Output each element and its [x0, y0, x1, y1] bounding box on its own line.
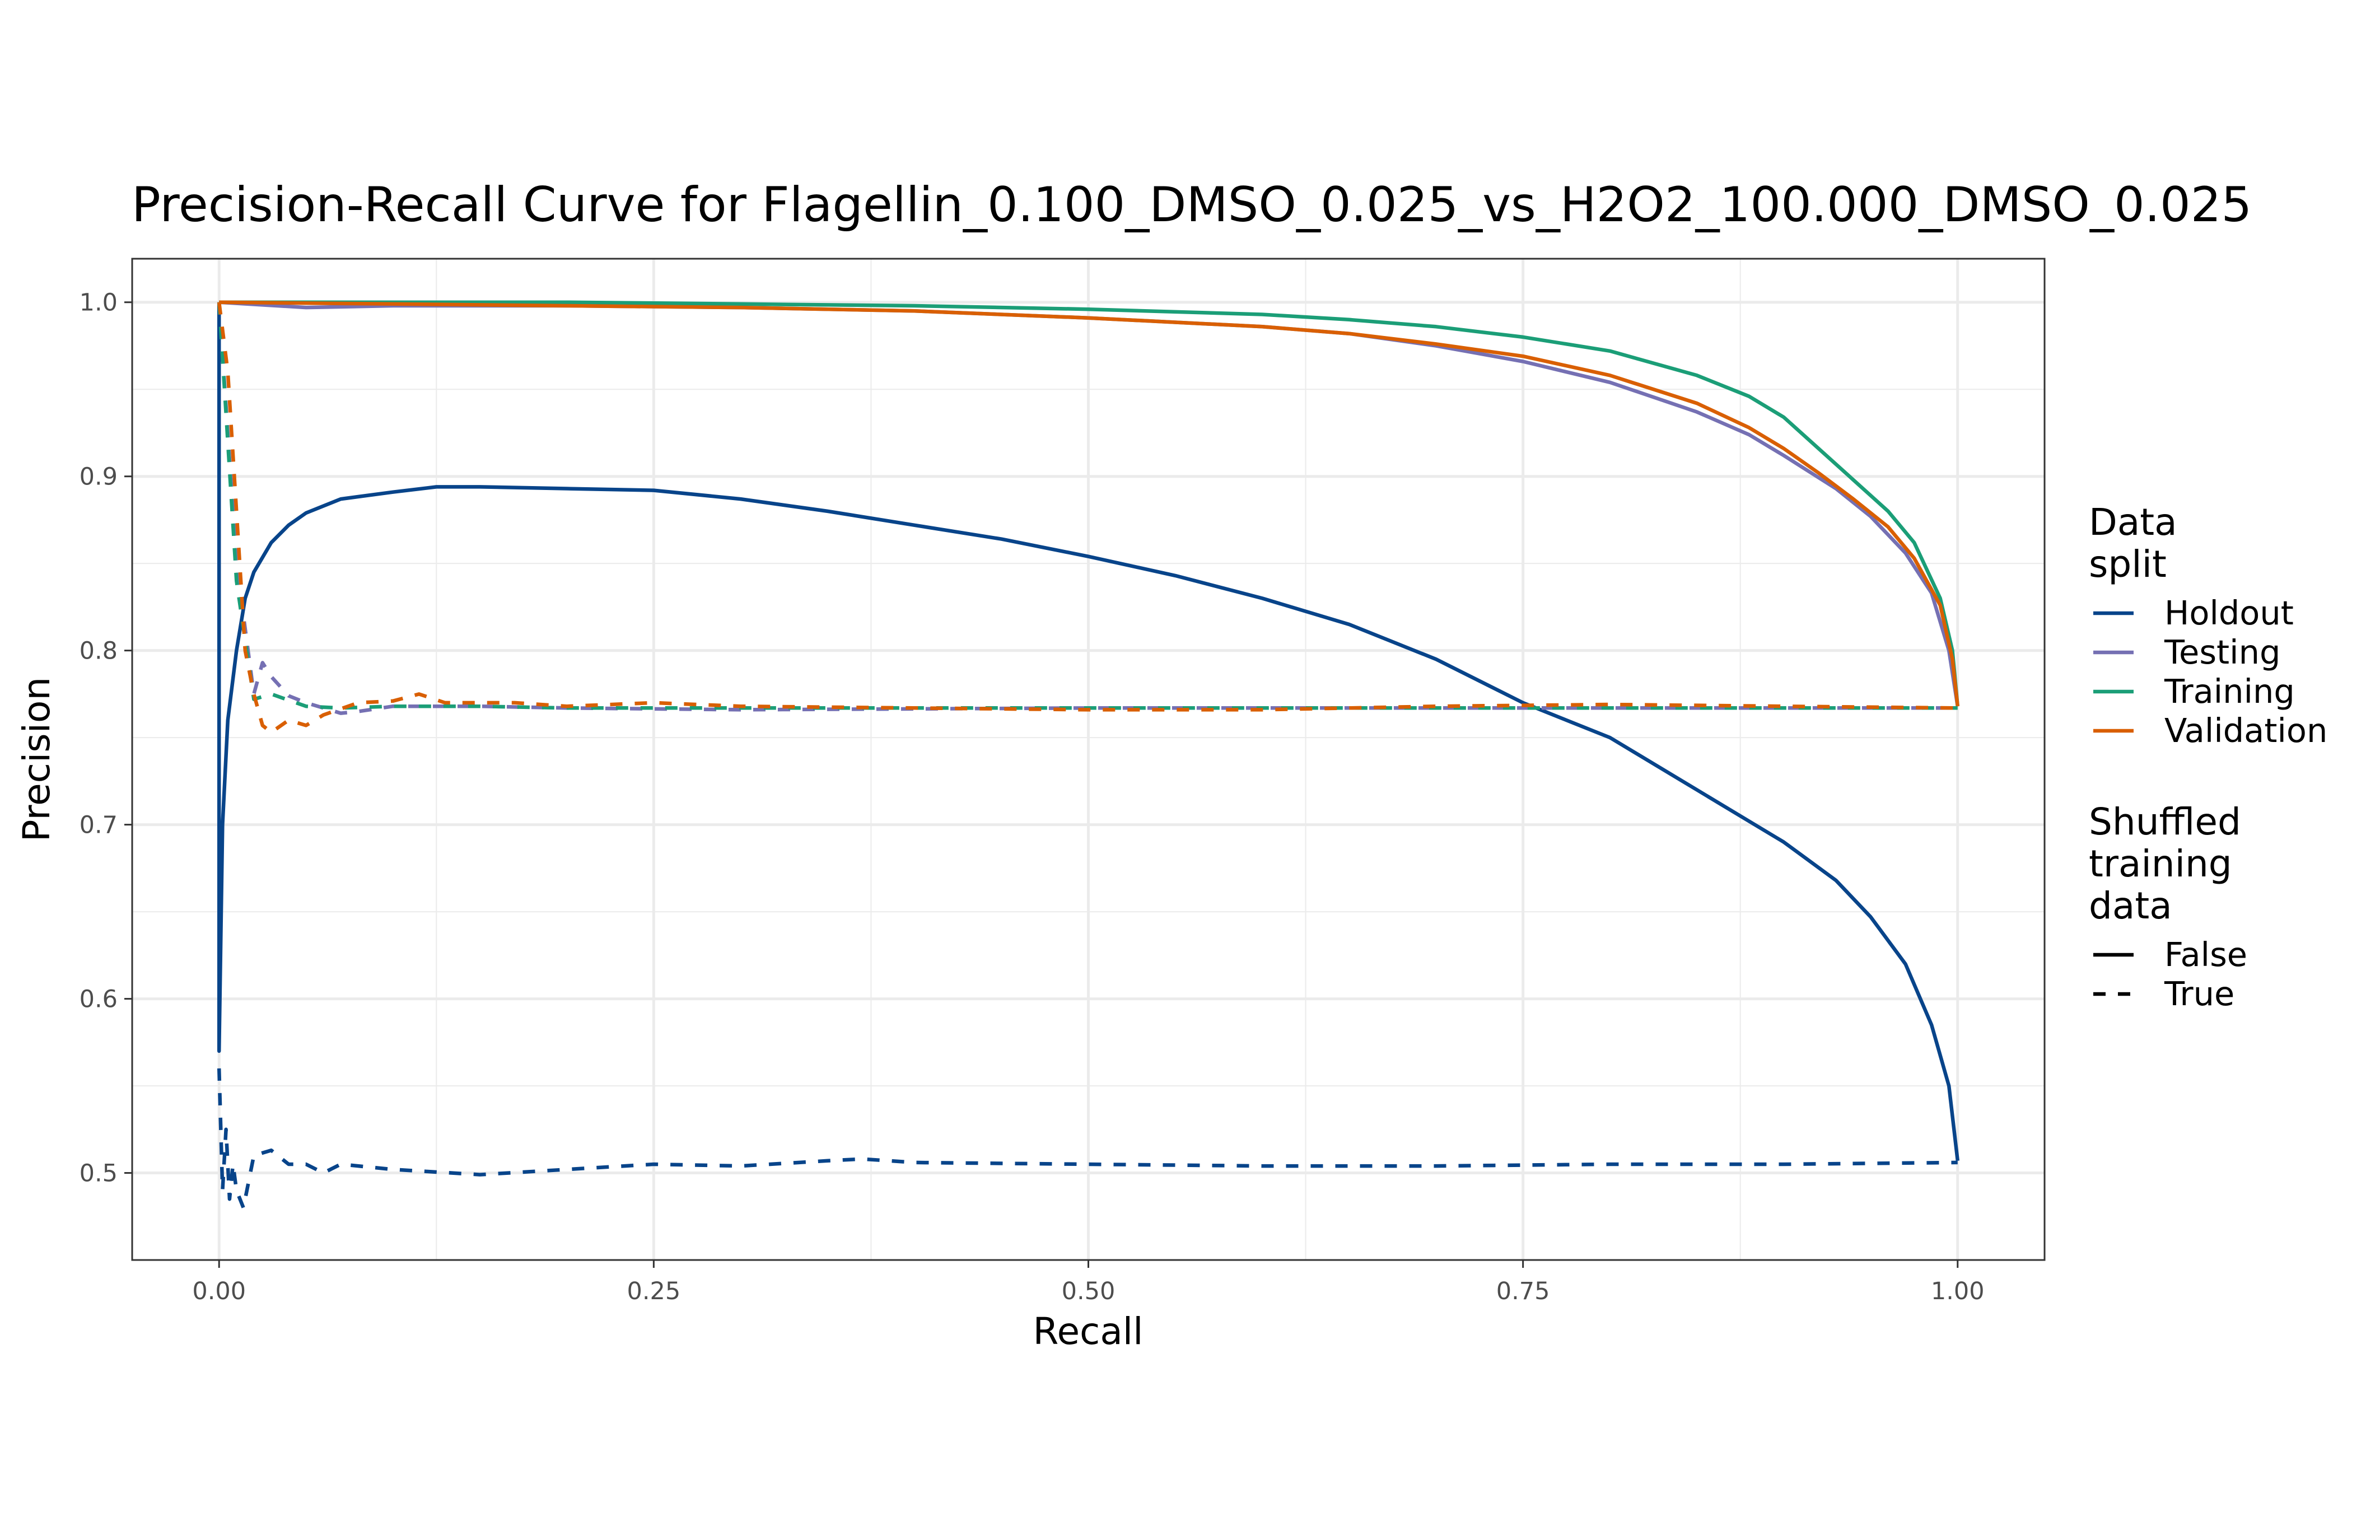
x-tick-label: 0.25 [627, 1277, 680, 1305]
y-tick-label: 0.8 [80, 637, 118, 665]
legend-linetype-title-line: Shuffled [2089, 800, 2241, 843]
y-tick-label: 0.5 [80, 1160, 118, 1188]
legend-color-title-line: split [2089, 543, 2167, 586]
legend-label-holdout: Holdout [2164, 594, 2294, 632]
y-tick-label: 0.9 [80, 463, 118, 491]
plot-panel [131, 258, 2046, 1261]
chart-title: Precision-Recall Curve for Flagellin_0.1… [132, 177, 2252, 233]
series-validation-shuffled-line [217, 302, 1958, 735]
y-tick-label: 0.6 [80, 986, 118, 1014]
x-tick-label: 0.75 [1496, 1277, 1550, 1305]
legend-label-validation: Validation [2164, 711, 2327, 750]
series-training-unshuffled-line [219, 300, 1960, 707]
legend-linetype-title-line: data [2089, 884, 2172, 927]
y-axis: 0.5 0.6 0.7 0.8 0.9 1.0 [80, 289, 132, 1188]
series-layer [217, 300, 1960, 1210]
series-validation-unshuffled-line [219, 300, 1960, 707]
x-tick-label: 1.00 [1931, 1277, 1985, 1305]
x-axis: 0.00 0.25 0.50 0.75 1.00 [192, 1260, 1985, 1305]
x-tick-label: 0.00 [192, 1277, 246, 1305]
y-tick-label: 0.7 [80, 811, 118, 839]
legend-label-training: Training [2164, 672, 2295, 711]
x-tick-label: 0.50 [1062, 1277, 1116, 1305]
legend-label-true: True [2164, 974, 2234, 1013]
legend-label-testing: Testing [2164, 633, 2280, 671]
legend-linetype-title-line: training [2089, 842, 2232, 885]
legend-color-title-line: Data [2089, 501, 2177, 544]
y-axis-title: Precision [15, 677, 58, 842]
series-holdout-unshuffled-line [217, 302, 1960, 1161]
series-holdout-shuffled-line [217, 1068, 1958, 1210]
y-tick-label: 1.0 [80, 289, 118, 317]
x-axis-title: Recall [1033, 1310, 1144, 1353]
legend-label-false: False [2164, 935, 2247, 974]
